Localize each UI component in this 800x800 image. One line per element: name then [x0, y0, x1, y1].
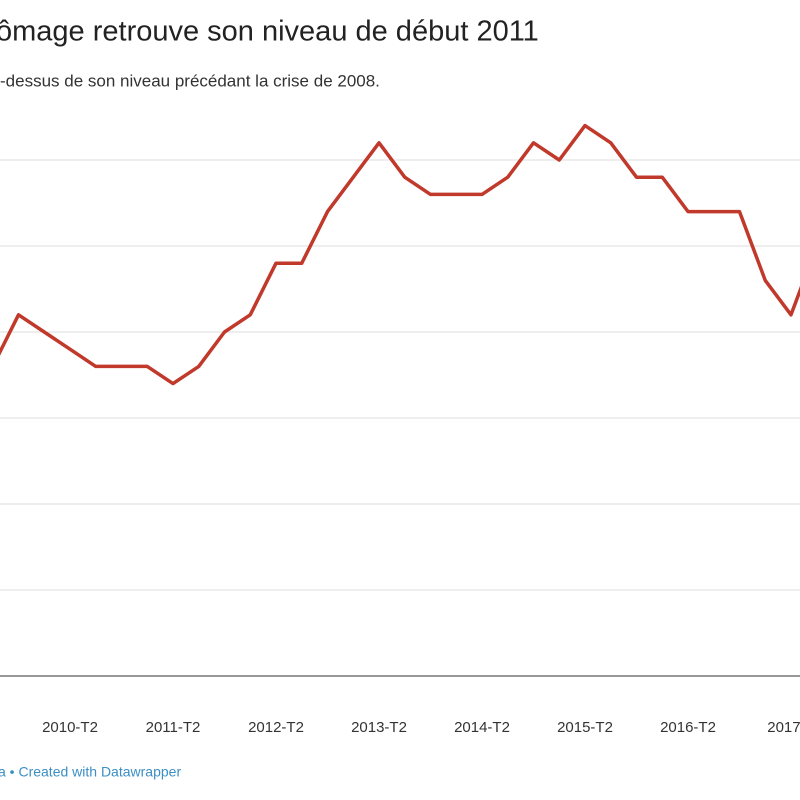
x-tick-label: 2010-T2	[42, 719, 98, 736]
x-tick-label: 2014-T2	[454, 719, 510, 736]
x-tick-label: 2011-T2	[146, 719, 201, 736]
x-tick-label: 2015-T2	[557, 719, 613, 736]
footer: a • Created with Datawrapper	[0, 764, 181, 780]
x-tick-label: 2012-T2	[248, 719, 304, 736]
x-tick-label: 2017-T	[767, 719, 800, 736]
chart-title: ômage retrouve son niveau de début 2011	[0, 16, 539, 48]
x-tick-label: 2016-T2	[660, 719, 716, 736]
x-tick-label: 2013-T2	[351, 719, 407, 736]
chart-subtitle: -dessus de son niveau précédant la crise…	[0, 71, 380, 90]
data-line	[0, 123, 800, 386]
